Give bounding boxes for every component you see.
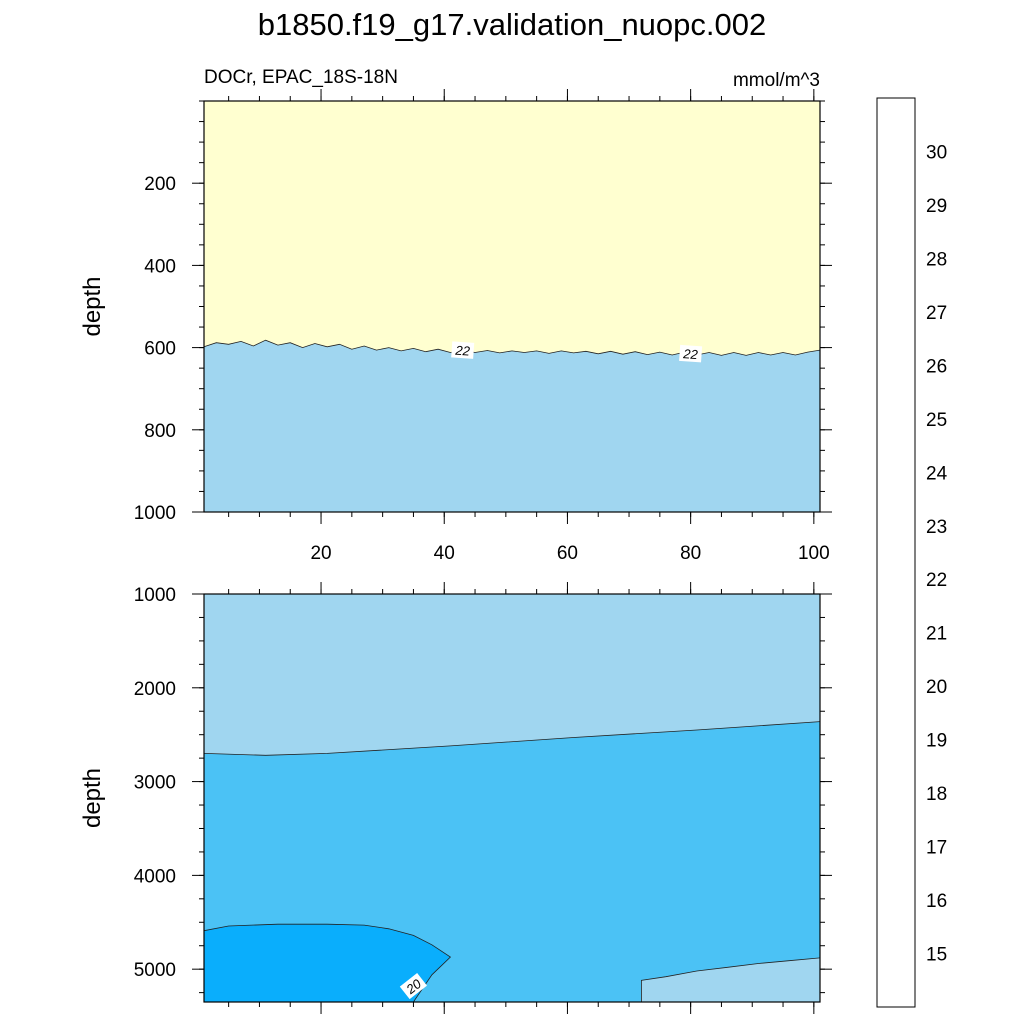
x-tick-label: 60 <box>557 543 578 564</box>
y-tick-label: 3000 <box>134 773 176 794</box>
y-tick-label: 4000 <box>134 866 176 887</box>
y-tick-label: 400 <box>144 256 176 277</box>
colorbar-label: 25 <box>926 410 947 431</box>
contour-line-21 <box>203 721 821 756</box>
contour-label-bg <box>679 344 703 363</box>
y-tick-label: 800 <box>144 421 176 442</box>
contour-line-21-corner <box>641 957 821 1002</box>
region-21-22-corner <box>641 957 820 1002</box>
y-tick-label: 1000 <box>134 503 176 524</box>
left-subtitle: DOCr, EPAC_18S-18N <box>204 67 398 88</box>
x-tick-label: 100 <box>798 543 830 564</box>
colorbar-label: 19 <box>926 731 947 752</box>
y-axis-label: depth <box>79 276 106 336</box>
upper-panel: 22 22 200 400 600 800 1000 20 40 60 80 100 depth <box>79 89 832 564</box>
colorbar-frame <box>876 97 916 1008</box>
region-22-23 <box>204 101 820 356</box>
y-tick-label: 200 <box>144 174 176 195</box>
colorbar-label: 18 <box>926 784 947 805</box>
chart-title: b1850.f19_g17.validation_nuopc.002 <box>258 7 767 42</box>
colorbar-label: 21 <box>926 624 947 645</box>
x-tick-label: 40 <box>434 543 455 564</box>
y-tick-label: 1000 <box>134 585 176 606</box>
contour-label: 22 <box>451 341 475 359</box>
contour-label-text: 22 <box>454 343 471 359</box>
contour-label-bg <box>399 973 427 1000</box>
y-tick-label: 5000 <box>134 960 176 981</box>
colorbar-label: 29 <box>926 196 947 217</box>
x-tick-label: 80 <box>680 543 701 564</box>
colorbar-label: 15 <box>926 945 947 966</box>
colorbar-label: 28 <box>926 249 947 270</box>
contour-line-20 <box>203 923 452 1003</box>
y-tick-label: 600 <box>144 339 176 360</box>
region-19-20 <box>204 924 451 1002</box>
units-label: mmol/m^3 <box>733 70 820 91</box>
y-axis-label: depth <box>79 768 106 828</box>
colorbar-label: 17 <box>926 838 947 859</box>
colorbar: 30 29 28 27 26 25 24 23 22 21 20 19 18 17 16 15 <box>876 97 948 1008</box>
colorbar-label: 22 <box>926 570 947 591</box>
colorbar-label: 23 <box>926 517 947 538</box>
colorbar-label: 24 <box>926 463 948 484</box>
contour-label-text: 22 <box>682 346 699 362</box>
x-tick-label: 20 <box>310 543 331 564</box>
y-tick-label: 2000 <box>134 679 176 700</box>
contour-label: 22 <box>679 344 703 363</box>
colorbar-label: 20 <box>926 677 947 698</box>
plot-frame <box>203 593 821 1003</box>
colorbar-label: 26 <box>926 356 947 377</box>
contour-label-bg <box>451 341 475 359</box>
colorbar-label: 27 <box>926 303 947 324</box>
contour-line-22 <box>203 339 821 356</box>
colorbar-label: 30 <box>926 143 947 164</box>
colorbar-label: 16 <box>926 891 947 912</box>
plot-frame <box>203 100 821 513</box>
